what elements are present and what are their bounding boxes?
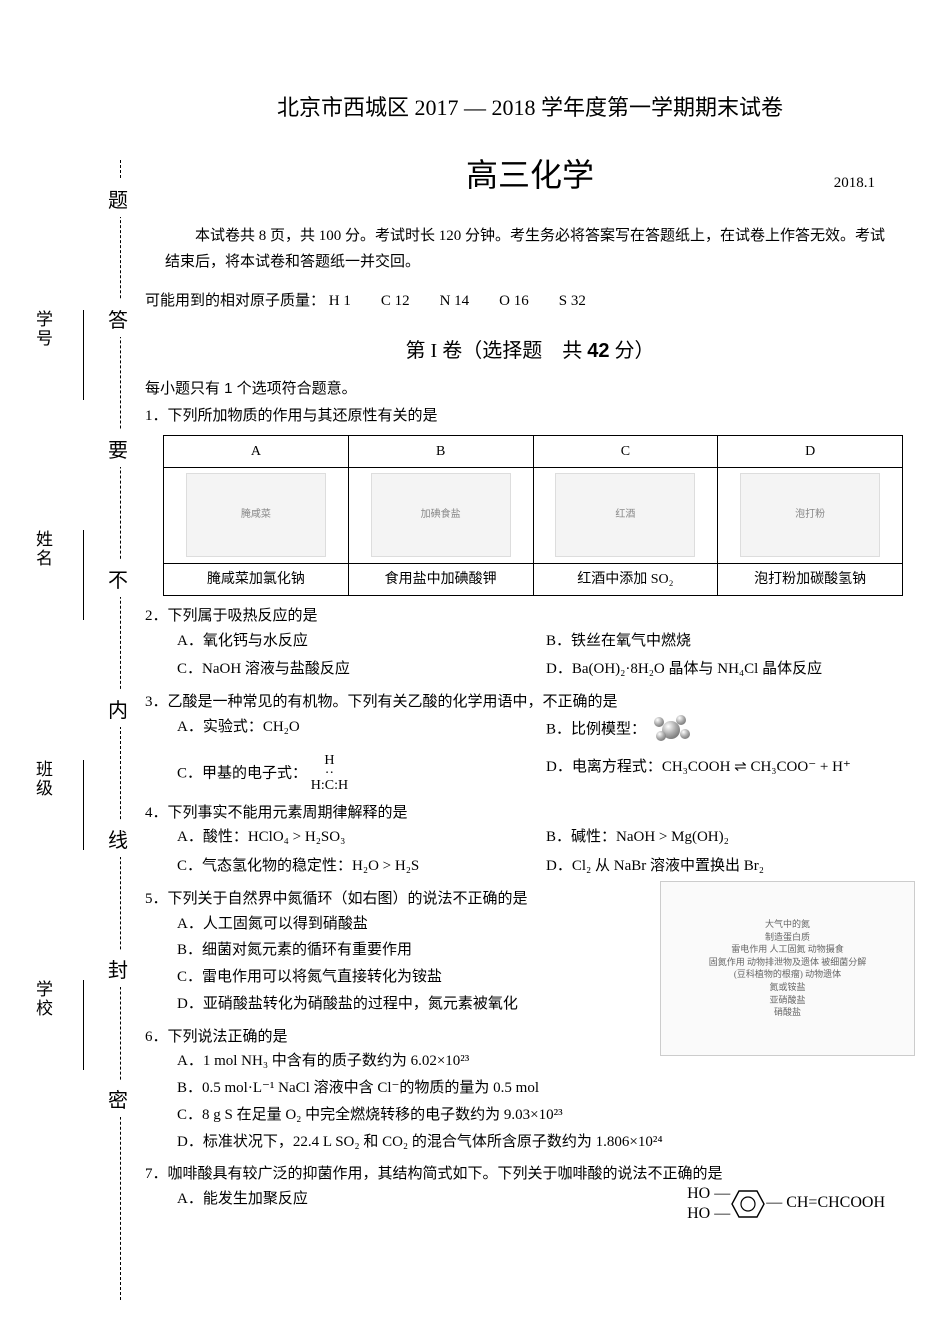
- seal-char-4: 内: [108, 690, 128, 727]
- sidebar-name: 姓名: [30, 530, 101, 620]
- q2-stem: 2．下列属于吸热反应的是: [145, 604, 915, 629]
- q3-opt-a: A．实验式：CH₂O: [177, 715, 546, 745]
- exam-title: 北京市西城区 2017 — 2018 学年度第一学期期末试卷: [145, 90, 915, 122]
- blank-id: [83, 310, 101, 400]
- q1-head-c: C: [533, 435, 718, 467]
- q5-opt-a: A．人工固氮可以得到硝酸盐: [177, 912, 625, 937]
- benzene-ring-icon: [730, 1188, 766, 1220]
- seal-char-7: 答: [108, 300, 128, 337]
- q4-opt-b: B．碱性：NaOH > Mg(OH)₂: [546, 825, 915, 850]
- section-1-title: 第 I 卷（选择题 共 42 分）: [145, 334, 915, 363]
- q3-b-label: B．比例模型：: [546, 721, 646, 737]
- question-1: 1．下列所加物质的作用与其还原性有关的是 A B C D 腌咸菜 加碘食盐 红酒…: [145, 404, 915, 596]
- label-name: 姓名: [30, 530, 55, 620]
- q6-opt-d: D．标准状况下，22.4 L SO₂ 和 CO₂ 的混合气体所含原子数约为 1.…: [177, 1130, 915, 1155]
- q3-c-label: C．甲基的电子式：: [177, 765, 307, 781]
- caffeic-acid-structure: HO — HO — — CH=CHCOOH: [687, 1184, 885, 1222]
- q1-table: A B C D 腌咸菜 加碘食盐 红酒 泡打粉 腌咸菜加氯化钠 食用盐中加碘酸钾…: [163, 435, 903, 596]
- subject-title: 高三化学 2018.1: [145, 150, 915, 196]
- q2-opt-b: B．铁丝在氧气中燃烧: [546, 629, 915, 654]
- section-pre: 第 I 卷（选择题 共: [406, 340, 588, 362]
- seal-char-8: 题: [108, 180, 128, 217]
- sidebar-school: 学校: [30, 980, 101, 1070]
- q1-stem: 1．下列所加物质的作用与其还原性有关的是: [145, 404, 915, 429]
- blank-class: [83, 760, 101, 850]
- q3-opt-d: D．电离方程式：CH₃COOH ⇌ CH₃COO⁻ + H⁺: [546, 755, 915, 793]
- question-3: 3．乙酸是一种常见的有机物。下列有关乙酸的化学用语中，不正确的是 A．实验式：C…: [145, 690, 915, 793]
- subject-text: 高三化学: [466, 157, 594, 193]
- seal-char-2: 封: [108, 950, 128, 987]
- binding-sidebar: 学校 班级 姓名 学号 密 封 线 内 不 要 答 题: [0, 60, 130, 1260]
- q4-stem: 4．下列事实不能用元素周期律解释的是: [145, 801, 915, 826]
- blank-name: [83, 530, 101, 620]
- struct-ho-2: HO: [687, 1205, 710, 1222]
- atomic-values: H 1 C 12 N 14 O 16 S 32: [329, 293, 586, 309]
- sidebar-id: 学号: [30, 310, 101, 400]
- diagram-text: 大气中的氮 制造蛋白质 雷电作用 人工固氮 动物摄食 固氮作用 动物排泄物及遗体…: [709, 918, 867, 1019]
- q1-img-c: 红酒: [533, 467, 718, 563]
- molecule-model-icon: [650, 715, 694, 745]
- exam-intro: 本试卷共 8 页，共 100 分。考试时长 120 分钟。考生务必将答案写在答题…: [145, 224, 915, 275]
- label-id: 学号: [30, 310, 55, 400]
- q3-stem: 3．乙酸是一种常见的有机物。下列有关乙酸的化学用语中，不正确的是: [145, 690, 915, 715]
- q1-cap-d: 泡打粉加碳酸氢钠: [718, 563, 903, 595]
- q5-opt-d: D．亚硝酸盐转化为硝酸盐的过程中，氮元素被氧化: [177, 992, 625, 1017]
- label-school: 学校: [30, 980, 55, 1070]
- q4-opt-d: D．Cl₂ 从 NaBr 溶液中置换出 Br₂: [546, 854, 915, 879]
- question-4: 4．下列事实不能用元素周期律解释的是 A．酸性：HClO₄ > H₂SO₃ B．…: [145, 801, 915, 879]
- q5-opt-b: B．细菌对氮元素的循环有重要作用: [177, 938, 625, 963]
- q1-cap-c: 红酒中添加 SO₂: [533, 563, 718, 595]
- pickle-image: 腌咸菜: [186, 473, 326, 557]
- q2-opt-c: C．NaOH 溶液与盐酸反应: [177, 657, 546, 682]
- q2-opt-a: A．氧化钙与水反应: [177, 629, 546, 654]
- q4-opt-c: C．气态氢化物的稳定性：H₂O > H₂S: [177, 854, 546, 879]
- mcq-instruction: 每小题只有 1 个选项符合题意。: [145, 377, 915, 398]
- q1-head-a: A: [164, 435, 349, 467]
- section-post: 分）: [609, 340, 654, 362]
- section-num: 42: [587, 340, 609, 362]
- question-5: 5．下列关于自然界中氮循环（如右图）的说法不正确的是 大气中的氮 制造蛋白质 雷…: [145, 887, 915, 1017]
- q1-head-d: D: [718, 435, 903, 467]
- seal-char-1: 密: [108, 1080, 128, 1117]
- q1-img-d: 泡打粉: [718, 467, 903, 563]
- q3-opt-c: C．甲基的电子式： H··H:C:H: [177, 755, 546, 793]
- lewis-structure-icon: H··H:C:H: [311, 755, 348, 793]
- q1-head-b: B: [348, 435, 533, 467]
- main-content: 北京市西城区 2017 — 2018 学年度第一学期期末试卷 高三化学 2018…: [145, 90, 915, 1220]
- q1-img-b: 加碘食盐: [348, 467, 533, 563]
- struct-ho-1: HO: [687, 1185, 710, 1202]
- question-2: 2．下列属于吸热反应的是 A．氧化钙与水反应 B．铁丝在氧气中燃烧 C．NaOH…: [145, 604, 915, 682]
- nitrogen-cycle-diagram: 大气中的氮 制造蛋白质 雷电作用 人工固氮 动物摄食 固氮作用 动物排泄物及遗体…: [660, 881, 915, 1056]
- sidebar-class: 班级: [30, 760, 101, 850]
- question-7: 7．咖啡酸具有较广泛的抑菌作用，其结构简式如下。下列关于咖啡酸的说法不正确的是 …: [145, 1162, 915, 1212]
- seal-char-6: 要: [108, 430, 128, 467]
- seal-char-3: 线: [108, 820, 128, 857]
- q1-cap-b: 食用盐中加碘酸钾: [348, 563, 533, 595]
- q5-opt-c: C．雷电作用可以将氮气直接转化为铵盐: [177, 965, 625, 990]
- q3-opt-b: B．比例模型：: [546, 715, 915, 745]
- seal-char-5: 不: [108, 560, 128, 597]
- q6-opt-c: C．8 g S 在足量 O₂ 中完全燃烧转移的电子数约为 9.03×10²³: [177, 1103, 915, 1128]
- label-class: 班级: [30, 760, 55, 850]
- atomic-label: 可能用到的相对原子质量：: [145, 293, 325, 309]
- wine-image: 红酒: [555, 473, 695, 557]
- atomic-masses: 可能用到的相对原子质量： H 1 C 12 N 14 O 16 S 32: [145, 289, 915, 310]
- powder-image: 泡打粉: [740, 473, 880, 557]
- salt-image: 加碘食盐: [371, 473, 511, 557]
- blank-school: [83, 980, 101, 1070]
- q2-opt-d: D．Ba(OH)₂·8H₂O 晶体与 NH₄Cl 晶体反应: [546, 657, 915, 682]
- q1-img-a: 腌咸菜: [164, 467, 349, 563]
- q4-opt-a: A．酸性：HClO₄ > H₂SO₃: [177, 825, 546, 850]
- q1-cap-a: 腌咸菜加氯化钠: [164, 563, 349, 595]
- q6-opt-b: B．0.5 mol·L⁻¹ NaCl 溶液中含 Cl⁻的物质的量为 0.5 mo…: [177, 1076, 915, 1101]
- struct-chain: CH=CHCOOH: [786, 1194, 885, 1211]
- exam-date: 2018.1: [834, 175, 875, 192]
